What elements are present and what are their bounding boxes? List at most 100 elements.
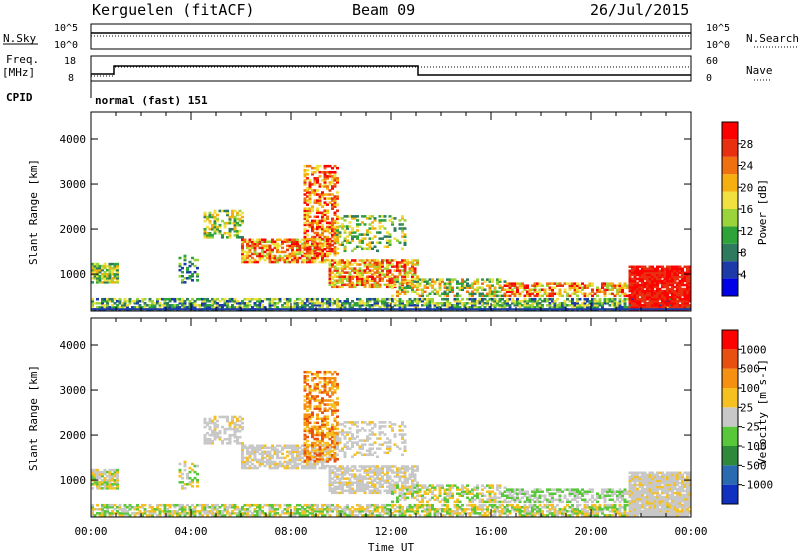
velocity-cell xyxy=(566,503,569,507)
power-cell xyxy=(313,245,317,249)
velocity-cell xyxy=(398,512,402,515)
power-cell xyxy=(233,225,237,229)
velocity-cell xyxy=(286,462,289,466)
power-cell xyxy=(248,260,252,264)
power-cell xyxy=(676,275,679,279)
power-cell xyxy=(496,299,499,303)
power-cell xyxy=(628,301,632,305)
velocity-cell xyxy=(618,507,622,511)
velocity-cell xyxy=(193,464,197,468)
power-cell xyxy=(373,299,377,303)
velocity-cell xyxy=(348,507,352,511)
power-cell xyxy=(303,245,307,249)
power-cell xyxy=(93,262,97,266)
velocity-cell xyxy=(141,505,144,509)
power-cell xyxy=(488,286,492,289)
power-cell xyxy=(178,268,182,272)
power-cell xyxy=(381,304,384,307)
velocity-cell xyxy=(181,507,184,511)
power-cell xyxy=(91,264,94,268)
power-cell xyxy=(398,227,402,230)
velocity-cell xyxy=(253,448,257,452)
power-cell xyxy=(228,219,232,223)
velocity-cell xyxy=(296,452,299,456)
velocity-cell xyxy=(343,512,347,515)
velocity-cell xyxy=(393,507,397,511)
power-cell xyxy=(603,284,607,287)
power-cell xyxy=(308,183,312,186)
velocity-cell xyxy=(121,514,124,517)
velocity-cell xyxy=(321,514,324,517)
power-cell xyxy=(378,299,382,303)
velocity-cell xyxy=(258,460,262,464)
power-cell xyxy=(571,306,574,309)
power-cell xyxy=(513,282,517,285)
power-cell xyxy=(346,283,349,287)
power-cell xyxy=(381,279,384,283)
power-cell xyxy=(668,283,672,287)
power-cell xyxy=(443,286,447,289)
velocity-cell xyxy=(311,505,314,509)
power-cell xyxy=(253,258,257,262)
velocity-cell xyxy=(118,503,122,507)
velocity-cell xyxy=(293,448,297,452)
velocity-cell xyxy=(621,512,624,515)
velocity-cell xyxy=(321,466,324,470)
velocity-cell xyxy=(553,505,557,509)
power-cell xyxy=(331,271,334,274)
velocity-cell xyxy=(303,413,307,416)
velocity-cell xyxy=(321,507,324,511)
velocity-cell xyxy=(311,448,314,452)
power-cell xyxy=(521,290,524,294)
velocity-cell xyxy=(251,446,254,450)
velocity-cell xyxy=(106,474,109,478)
power-cell xyxy=(416,280,419,283)
velocity-cell xyxy=(191,485,194,488)
power-cell xyxy=(618,290,622,294)
power-cell xyxy=(191,301,194,305)
power-cell xyxy=(378,227,382,230)
velocity-cell xyxy=(273,510,277,513)
power-cell xyxy=(273,301,277,305)
power-cell xyxy=(123,304,127,307)
velocity-cell xyxy=(91,470,94,474)
power-cell xyxy=(533,297,537,301)
velocity-cell xyxy=(448,514,452,517)
velocity-cell xyxy=(283,464,287,468)
velocity-cell xyxy=(483,514,487,517)
power-cell xyxy=(671,297,674,301)
power-cell xyxy=(213,299,217,303)
velocity-cell xyxy=(238,507,242,511)
velocity-cell xyxy=(183,460,187,464)
power-cell xyxy=(401,261,404,264)
power-cell xyxy=(413,306,417,309)
velocity-cell xyxy=(503,510,507,513)
power-cell xyxy=(226,231,229,235)
power-cell xyxy=(663,267,667,271)
power-cell xyxy=(461,284,464,287)
velocity-cell xyxy=(286,444,289,448)
power-cell xyxy=(678,285,682,289)
velocity-cell xyxy=(286,512,289,515)
power-cell xyxy=(398,273,402,276)
power-cell xyxy=(393,217,397,220)
power-cell xyxy=(341,301,344,305)
power-cell xyxy=(638,269,642,273)
power-cell xyxy=(111,272,114,276)
velocity-cell xyxy=(306,466,309,470)
velocity-cell xyxy=(233,433,237,437)
velocity-cell xyxy=(588,514,592,517)
power-cell xyxy=(318,304,322,307)
power-cell xyxy=(583,297,587,301)
power-cell xyxy=(103,297,107,301)
velocity-cell xyxy=(578,512,582,515)
velocity-cell xyxy=(268,452,272,456)
power-cell xyxy=(683,283,687,287)
power-cell xyxy=(326,306,329,309)
velocity-cell xyxy=(231,427,234,431)
velocity-cell xyxy=(241,460,244,464)
power-cell xyxy=(308,299,312,303)
power-cell xyxy=(321,260,324,264)
velocity-cell xyxy=(293,507,297,511)
velocity-cell xyxy=(258,458,262,462)
